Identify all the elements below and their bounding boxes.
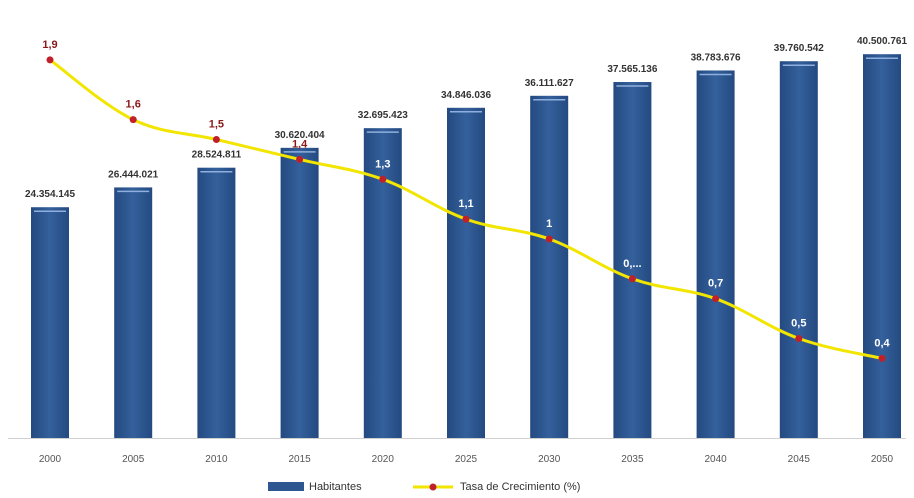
rate-value-label-2035: 0,...	[623, 258, 641, 270]
rate-point-2000	[46, 56, 54, 64]
x-tick-label-2025: 2025	[455, 454, 478, 465]
rate-value-label-2030: 1	[546, 218, 552, 230]
rate-value-label-2025: 1,1	[458, 198, 473, 210]
bar-2010	[197, 167, 236, 438]
bar-labels-layer: 24.354.145 26.444.021 28.524.811 30.620.404…	[25, 36, 907, 200]
bar-2025	[447, 107, 485, 438]
bar-value-label-2000: 24.354.145	[25, 189, 75, 200]
x-axis: 2000 2005 2010 2015 2020 2025 2030 2035 2040 2045…	[8, 438, 906, 465]
bar-2050	[863, 54, 901, 439]
bar-value-label-2015: 30.620.404	[275, 130, 325, 141]
x-tick-label-2035: 2035	[621, 454, 644, 465]
bar-value-label-2030: 36.111.627	[525, 78, 574, 89]
bar-2045	[779, 61, 818, 439]
rate-value-label-2050: 0,4	[874, 337, 890, 349]
legend-swatch-marker	[429, 483, 437, 491]
rate-point-2035	[628, 275, 636, 283]
bar-2000	[31, 207, 69, 438]
bar-value-label-2025: 34.846.036	[441, 90, 491, 101]
legend-swatch-habitantes	[268, 482, 304, 491]
bars-layer	[31, 54, 901, 439]
bar-2040	[696, 70, 735, 438]
bar-value-label-2010: 28.524.811	[192, 150, 242, 161]
bar-value-label-2045: 39.760.542	[774, 43, 824, 54]
rate-value-label-2000: 1,9	[42, 39, 57, 51]
x-tick-label-2010: 2010	[205, 454, 228, 465]
x-tick-label-2045: 2045	[788, 454, 811, 465]
rate-point-2015	[296, 155, 304, 163]
x-tick-label-2000: 2000	[39, 454, 62, 465]
bar-value-label-2050: 40.500.761	[857, 36, 907, 47]
legend: Habitantes Tasa de Crecimiento (%)	[268, 481, 580, 493]
rate-value-label-2040: 0,7	[708, 278, 723, 290]
rate-point-2030	[545, 235, 553, 243]
rate-point-2050	[878, 354, 886, 362]
bar-value-label-2035: 37.565.136	[607, 64, 657, 75]
x-tick-label-2005: 2005	[122, 454, 145, 465]
rate-point-2025	[462, 215, 470, 223]
rate-point-2040	[712, 295, 720, 303]
rate-value-label-2005: 1,6	[126, 99, 141, 111]
bar-value-label-2005: 26.444.021	[108, 169, 158, 180]
legend-label-habitantes: Habitantes	[309, 481, 362, 493]
rate-value-label-2045: 0,5	[791, 318, 806, 330]
bar-value-label-2040: 38.783.676	[691, 52, 741, 63]
rate-point-2010	[212, 136, 220, 143]
rate-point-2020	[379, 175, 387, 183]
legend-label-tasa: Tasa de Crecimiento (%)	[460, 481, 580, 493]
x-tick-label-2015: 2015	[288, 454, 311, 465]
bar-2035	[613, 82, 652, 438]
rate-value-label-2020: 1,3	[375, 158, 390, 170]
rate-point-2005	[129, 116, 137, 124]
rate-value-label-2015: 1,4	[292, 138, 308, 150]
bar-2015	[280, 147, 319, 439]
line-layer: 1,9 1,6 1,5 1,4 1,3 1,1 1 0,... 0,7 0,5 0,4	[42, 39, 891, 362]
bar-2030	[530, 95, 569, 438]
x-tick-label-2020: 2020	[372, 454, 395, 465]
x-tick-label-2050: 2050	[871, 454, 894, 465]
rate-value-label-2010: 1,5	[209, 119, 224, 131]
x-tick-label-2030: 2030	[538, 454, 561, 465]
bar-value-label-2020: 32.695.423	[358, 110, 408, 121]
rate-point-2045	[795, 335, 803, 342]
bar-2005	[114, 187, 153, 438]
x-tick-label-2040: 2040	[704, 454, 727, 465]
